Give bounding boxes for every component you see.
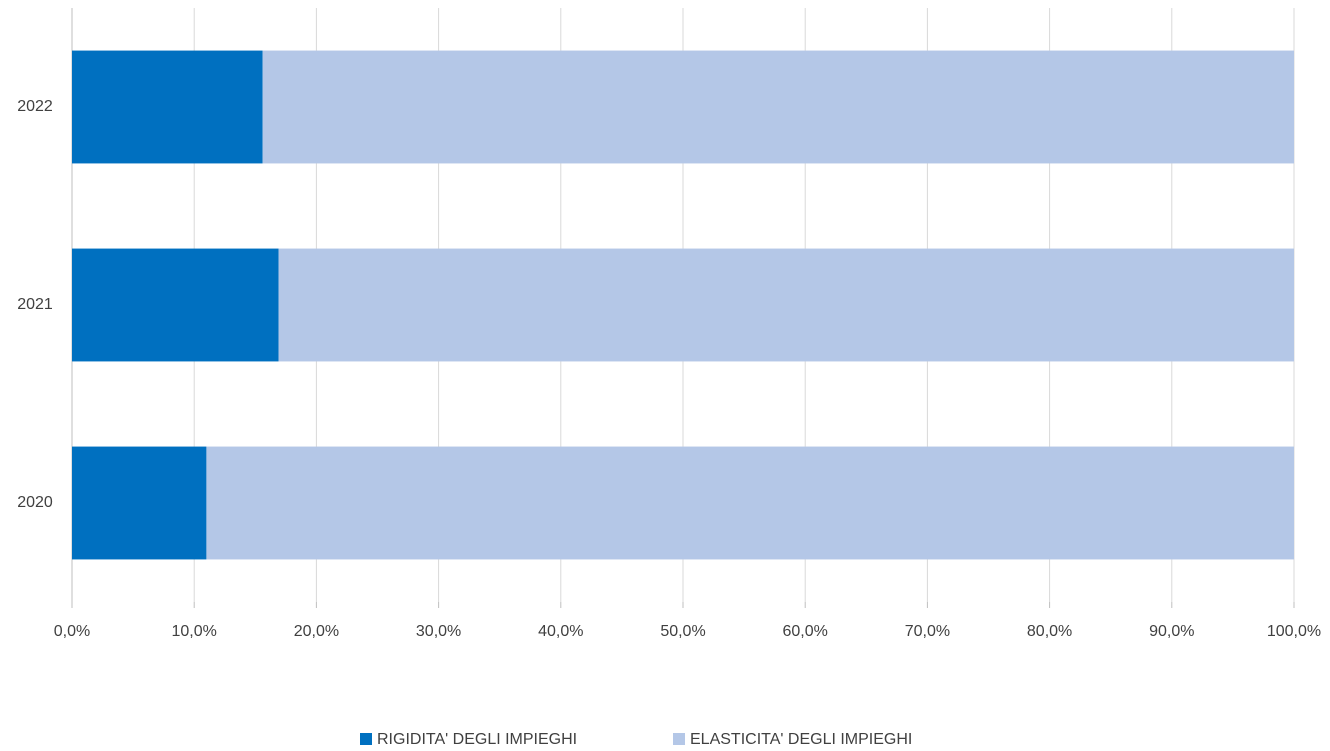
y-tick-label: 2020 (17, 494, 53, 511)
legend-marker (360, 733, 372, 745)
bar-segment (262, 50, 1295, 164)
y-tick-label: 2021 (17, 296, 53, 313)
x-tick-label: 40,0% (538, 623, 583, 640)
legend-label: ELASTICITA' DEGLI IMPIEGHI (690, 731, 912, 748)
x-tick-label: 50,0% (660, 623, 705, 640)
x-tick-label: 100,0% (1267, 623, 1321, 640)
x-tick-label: 10,0% (172, 623, 217, 640)
bar-segment (72, 446, 207, 560)
legend-label: RIGIDITA' DEGLI IMPIEGHI (377, 731, 577, 748)
bar-segment (278, 248, 1294, 362)
x-tick-label: 70,0% (905, 623, 950, 640)
x-tick-label: 80,0% (1027, 623, 1072, 640)
legend-marker (673, 733, 685, 745)
x-tick-label: 20,0% (294, 623, 339, 640)
x-tick-label: 60,0% (783, 623, 828, 640)
x-tick-label: 30,0% (416, 623, 461, 640)
x-tick-label: 0,0% (54, 623, 90, 640)
y-tick-label: 2022 (17, 98, 53, 115)
bar-segment (72, 248, 279, 362)
bar-segment (206, 446, 1294, 560)
x-tick-label: 90,0% (1149, 623, 1194, 640)
bar-segment (72, 50, 263, 164)
